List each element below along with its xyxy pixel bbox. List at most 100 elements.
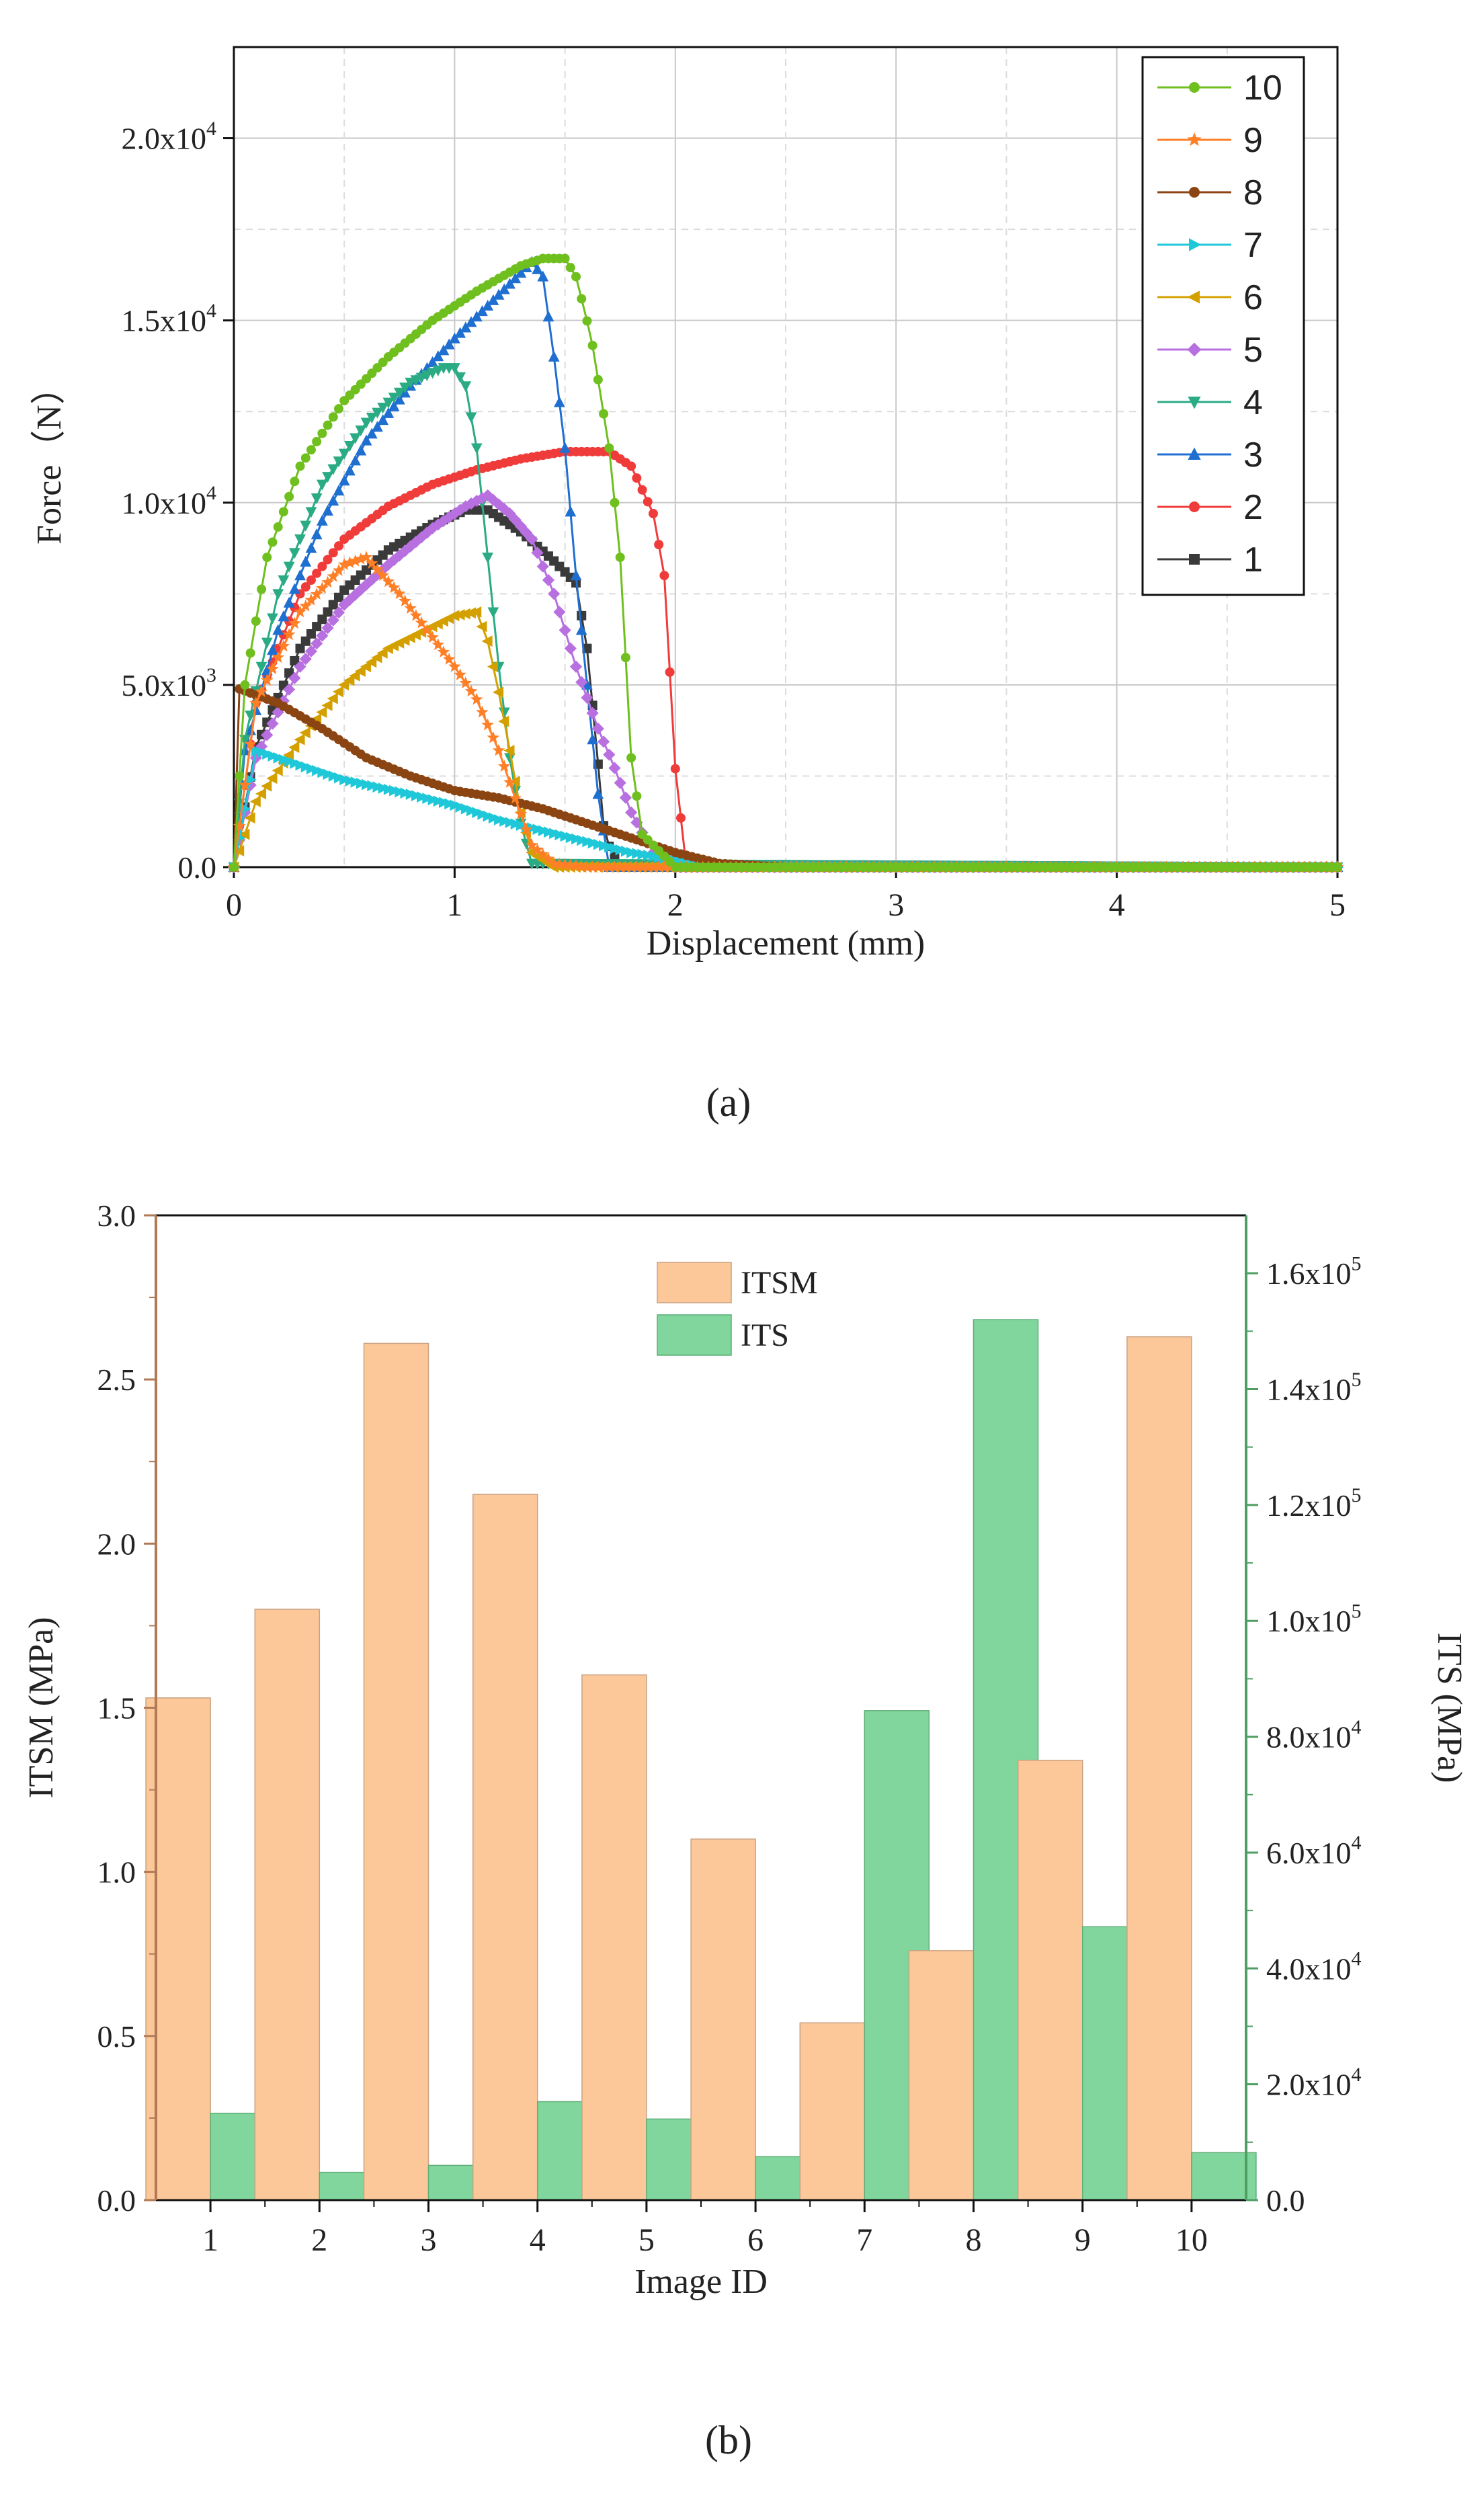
data-point — [626, 461, 636, 471]
data-point — [317, 614, 327, 624]
data-point — [570, 569, 582, 581]
data-point — [244, 778, 257, 792]
data-point — [365, 557, 378, 569]
data-point — [300, 582, 311, 592]
data-point — [255, 788, 267, 800]
x-tick-label: 5 — [1329, 887, 1346, 923]
data-point — [344, 464, 356, 476]
data-point — [333, 404, 343, 414]
data-point — [294, 733, 305, 745]
data-point — [569, 660, 583, 673]
data-point — [283, 561, 295, 573]
data-point — [278, 754, 290, 766]
data-point — [477, 808, 489, 820]
data-point — [587, 837, 599, 849]
data-point — [516, 819, 528, 832]
data-point — [273, 752, 284, 764]
legend-marker — [1189, 238, 1202, 251]
data-point — [658, 860, 671, 873]
data-point — [311, 493, 323, 505]
y2-tick-label: 2.0x104 — [1266, 2064, 1362, 2102]
data-point — [464, 497, 478, 510]
data-point — [272, 651, 284, 663]
data-point — [299, 727, 311, 739]
data-point — [427, 794, 439, 806]
data-point — [604, 443, 614, 453]
data-point — [288, 741, 300, 754]
y-tick-label: 5.0x103 — [122, 664, 216, 702]
y2-tick-label: 1.6x105 — [1266, 1252, 1361, 1291]
series-group — [227, 253, 1344, 874]
y-tick-label: 0.0 — [178, 850, 217, 885]
data-point — [531, 547, 544, 559]
data-point — [299, 599, 313, 612]
data-point — [591, 860, 605, 873]
data-point — [323, 555, 333, 565]
data-point — [449, 363, 460, 374]
legend-marker — [1189, 187, 1200, 198]
data-point — [306, 763, 318, 774]
data-point — [360, 417, 372, 429]
data-point — [472, 807, 483, 819]
data-point — [405, 788, 417, 800]
legend-label: 4 — [1243, 383, 1263, 422]
data-point — [290, 477, 300, 487]
data-point — [355, 444, 367, 456]
data-point — [360, 661, 372, 673]
data-point — [245, 774, 257, 786]
data-point — [306, 629, 316, 639]
y-tick-label: 1.5x104 — [122, 300, 217, 338]
x-axis-label: Image ID — [634, 2263, 768, 2301]
bar-itsm — [363, 1342, 429, 2201]
x-tick-label: 8 — [966, 2222, 982, 2258]
y-tick-label: 0.5 — [97, 2019, 136, 2054]
legend-label: 9 — [1243, 121, 1263, 160]
legend-b: ITSM ITS — [657, 1262, 818, 1356]
data-point — [564, 858, 577, 871]
data-point — [349, 588, 362, 601]
data-point — [300, 761, 312, 773]
y2-tick-label: 6.0x104 — [1266, 1832, 1362, 1870]
data-point — [487, 731, 500, 743]
data-point — [376, 647, 388, 659]
data-point — [492, 686, 504, 698]
data-point — [328, 412, 338, 422]
bar-itsm — [472, 1494, 538, 2201]
data-point — [592, 788, 604, 799]
data-point — [577, 294, 587, 304]
data-point — [437, 645, 450, 657]
legend-a: 10 9 8 7 6 5 4 3 2 1 — [1141, 56, 1305, 596]
data-point — [283, 749, 294, 761]
legend-marker — [1187, 342, 1202, 357]
data-point — [294, 534, 306, 546]
data-point — [503, 507, 516, 520]
data-point — [459, 676, 472, 689]
data-point — [641, 860, 655, 873]
data-point — [608, 762, 621, 774]
data-point — [300, 555, 312, 567]
data-point — [482, 299, 494, 311]
data-point — [503, 776, 516, 788]
data-point — [266, 717, 279, 730]
data-point — [255, 685, 268, 697]
data-point — [387, 554, 401, 567]
data-point — [249, 752, 262, 764]
data-point — [433, 795, 444, 807]
data-point — [382, 397, 395, 409]
bar-itsm — [1126, 1336, 1192, 2201]
legend-label: 5 — [1243, 331, 1263, 370]
x-tick-label: 2 — [311, 2222, 327, 2258]
data-point — [251, 745, 262, 756]
data-point — [582, 836, 593, 848]
data-point — [376, 569, 389, 581]
data-point — [492, 743, 505, 756]
data-point — [454, 503, 466, 516]
data-point — [509, 791, 522, 804]
legend-label: 10 — [1243, 69, 1282, 108]
data-point — [388, 400, 400, 411]
data-point — [355, 426, 367, 437]
legend-label: 3 — [1243, 436, 1263, 475]
data-point — [466, 805, 478, 817]
data-point — [343, 674, 355, 686]
data-point — [581, 860, 593, 873]
